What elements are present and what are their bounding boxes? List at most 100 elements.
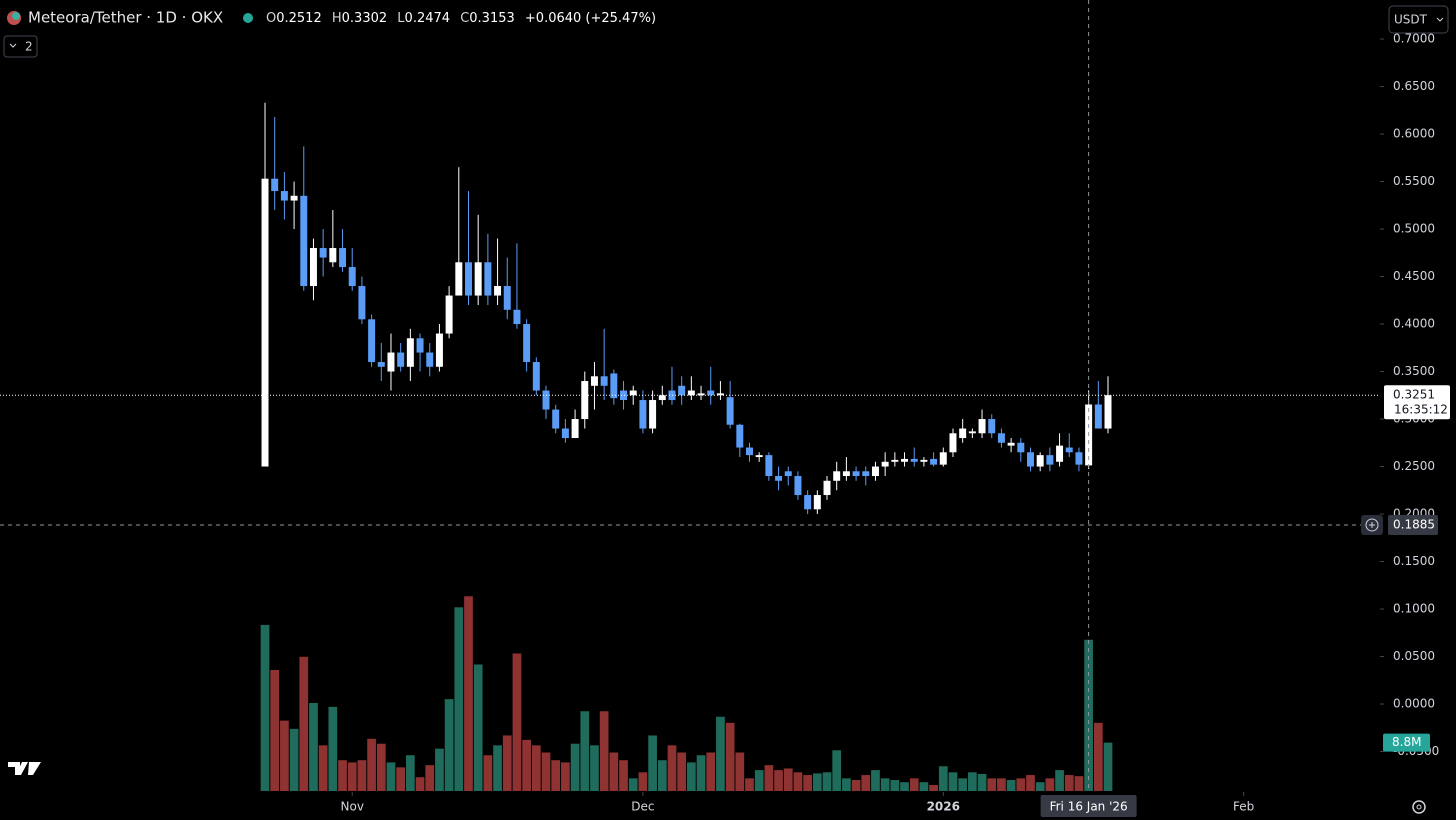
volume-bar [328, 706, 338, 791]
countdown: 16:35:12 [1394, 403, 1448, 417]
volume-bar [793, 772, 803, 791]
candle-body [600, 376, 608, 386]
y-tick-label: 0.1000 [1393, 602, 1435, 616]
volume-bar [309, 703, 318, 791]
x-tick-label: Dec [631, 800, 654, 814]
y-tick-label: 0.4000 [1393, 317, 1435, 331]
candle-body [959, 428, 967, 439]
candle-body [910, 458, 918, 462]
chevron-icon [9, 43, 17, 48]
candle-body [465, 262, 472, 296]
candle-body [581, 381, 589, 420]
candle-body [813, 495, 821, 510]
symbol-title[interactable]: Meteora/Tether · 1D · OKX [28, 9, 223, 27]
volume-bar [812, 773, 822, 791]
candle-body [435, 333, 443, 367]
l-value: 0.2474 [405, 11, 451, 26]
volume-bar [754, 770, 764, 791]
indicator-toggle[interactable] [3, 35, 38, 58]
y-tick-label: 0.7000 [1393, 32, 1435, 46]
volume-bar [502, 735, 512, 791]
change: +0.0640 (+25.47%) [525, 11, 656, 26]
candle-body [746, 447, 753, 456]
candle-body [833, 471, 841, 481]
volume-bar [522, 739, 531, 791]
volume-bar [628, 778, 638, 791]
volume-bar [1006, 780, 1016, 791]
volume-bar [909, 778, 919, 791]
candle-body [1007, 442, 1015, 446]
volume-bar [880, 778, 890, 791]
volume-bar [1103, 742, 1113, 791]
volume-bar [599, 711, 609, 791]
candle-body [339, 248, 347, 268]
candle-body [726, 397, 734, 425]
candle-body [968, 431, 976, 434]
volume-bar [483, 755, 493, 791]
volume-bar [561, 762, 570, 791]
volume-bar [890, 780, 900, 791]
volume-bar [929, 784, 938, 791]
volume-bar [1026, 775, 1035, 791]
volume-bar [677, 752, 687, 791]
settings-icon[interactable] [1412, 800, 1426, 814]
volume-bar [977, 773, 987, 791]
volume-bar [435, 748, 444, 791]
candle-body [1094, 404, 1102, 429]
volume-bar [764, 765, 774, 791]
candle-body [271, 178, 279, 192]
candle-body [997, 433, 1005, 443]
candle-body [901, 458, 909, 462]
y-tick-label: 0.2500 [1393, 459, 1435, 473]
indicator-count: 2 [25, 40, 33, 54]
volume-bar [347, 762, 357, 791]
y-tick-label: 0.3500 [1393, 364, 1435, 378]
candle-body [871, 466, 879, 477]
candle-body [1046, 455, 1054, 465]
volume-bar [745, 778, 754, 791]
volume-bar [1016, 778, 1026, 791]
volume-bar [280, 720, 289, 791]
y-tick-label: 0.5500 [1393, 174, 1435, 188]
crosshair-price-label: 0.1885 [1393, 517, 1435, 531]
volume-bar [541, 752, 551, 791]
candle-body [1056, 445, 1064, 462]
candle-body [590, 376, 598, 386]
l-label: L [397, 11, 405, 26]
volume-bar [774, 770, 783, 791]
volume-bar [396, 767, 406, 791]
candle-body [494, 286, 502, 296]
candle-body [707, 390, 715, 396]
candle-body [1104, 395, 1112, 429]
volume-bar [987, 778, 997, 791]
volume-bar [948, 772, 958, 791]
volume-bar [551, 760, 561, 791]
settings-icon-inner [1416, 804, 1422, 810]
candle-body [610, 373, 618, 399]
volume-bar [425, 765, 435, 791]
symbol-logo-inner [12, 12, 20, 20]
candle-body [852, 471, 860, 477]
candle-body [319, 248, 327, 258]
y-tick-label: 0.4500 [1393, 269, 1435, 283]
candle-body [649, 400, 657, 429]
candle-body [1065, 447, 1073, 453]
candle-body [377, 362, 385, 367]
currency-button[interactable] [1388, 5, 1449, 34]
volume-bar [696, 755, 706, 791]
volume-bar [997, 778, 1006, 791]
volume-bar [1035, 782, 1045, 791]
add-alert-icon [1365, 518, 1379, 532]
tv-logo[interactable] [8, 762, 41, 775]
o-label: O [266, 11, 276, 26]
volume-badge [1383, 733, 1430, 752]
candle-body [862, 471, 870, 477]
candle-body [765, 455, 773, 477]
candle-body [775, 476, 783, 481]
candle-body [552, 409, 560, 429]
volume-bar [657, 760, 667, 791]
candle-body [794, 476, 802, 496]
volume-bar [1045, 778, 1055, 791]
candle-body [426, 352, 434, 367]
candle-body [988, 419, 996, 434]
